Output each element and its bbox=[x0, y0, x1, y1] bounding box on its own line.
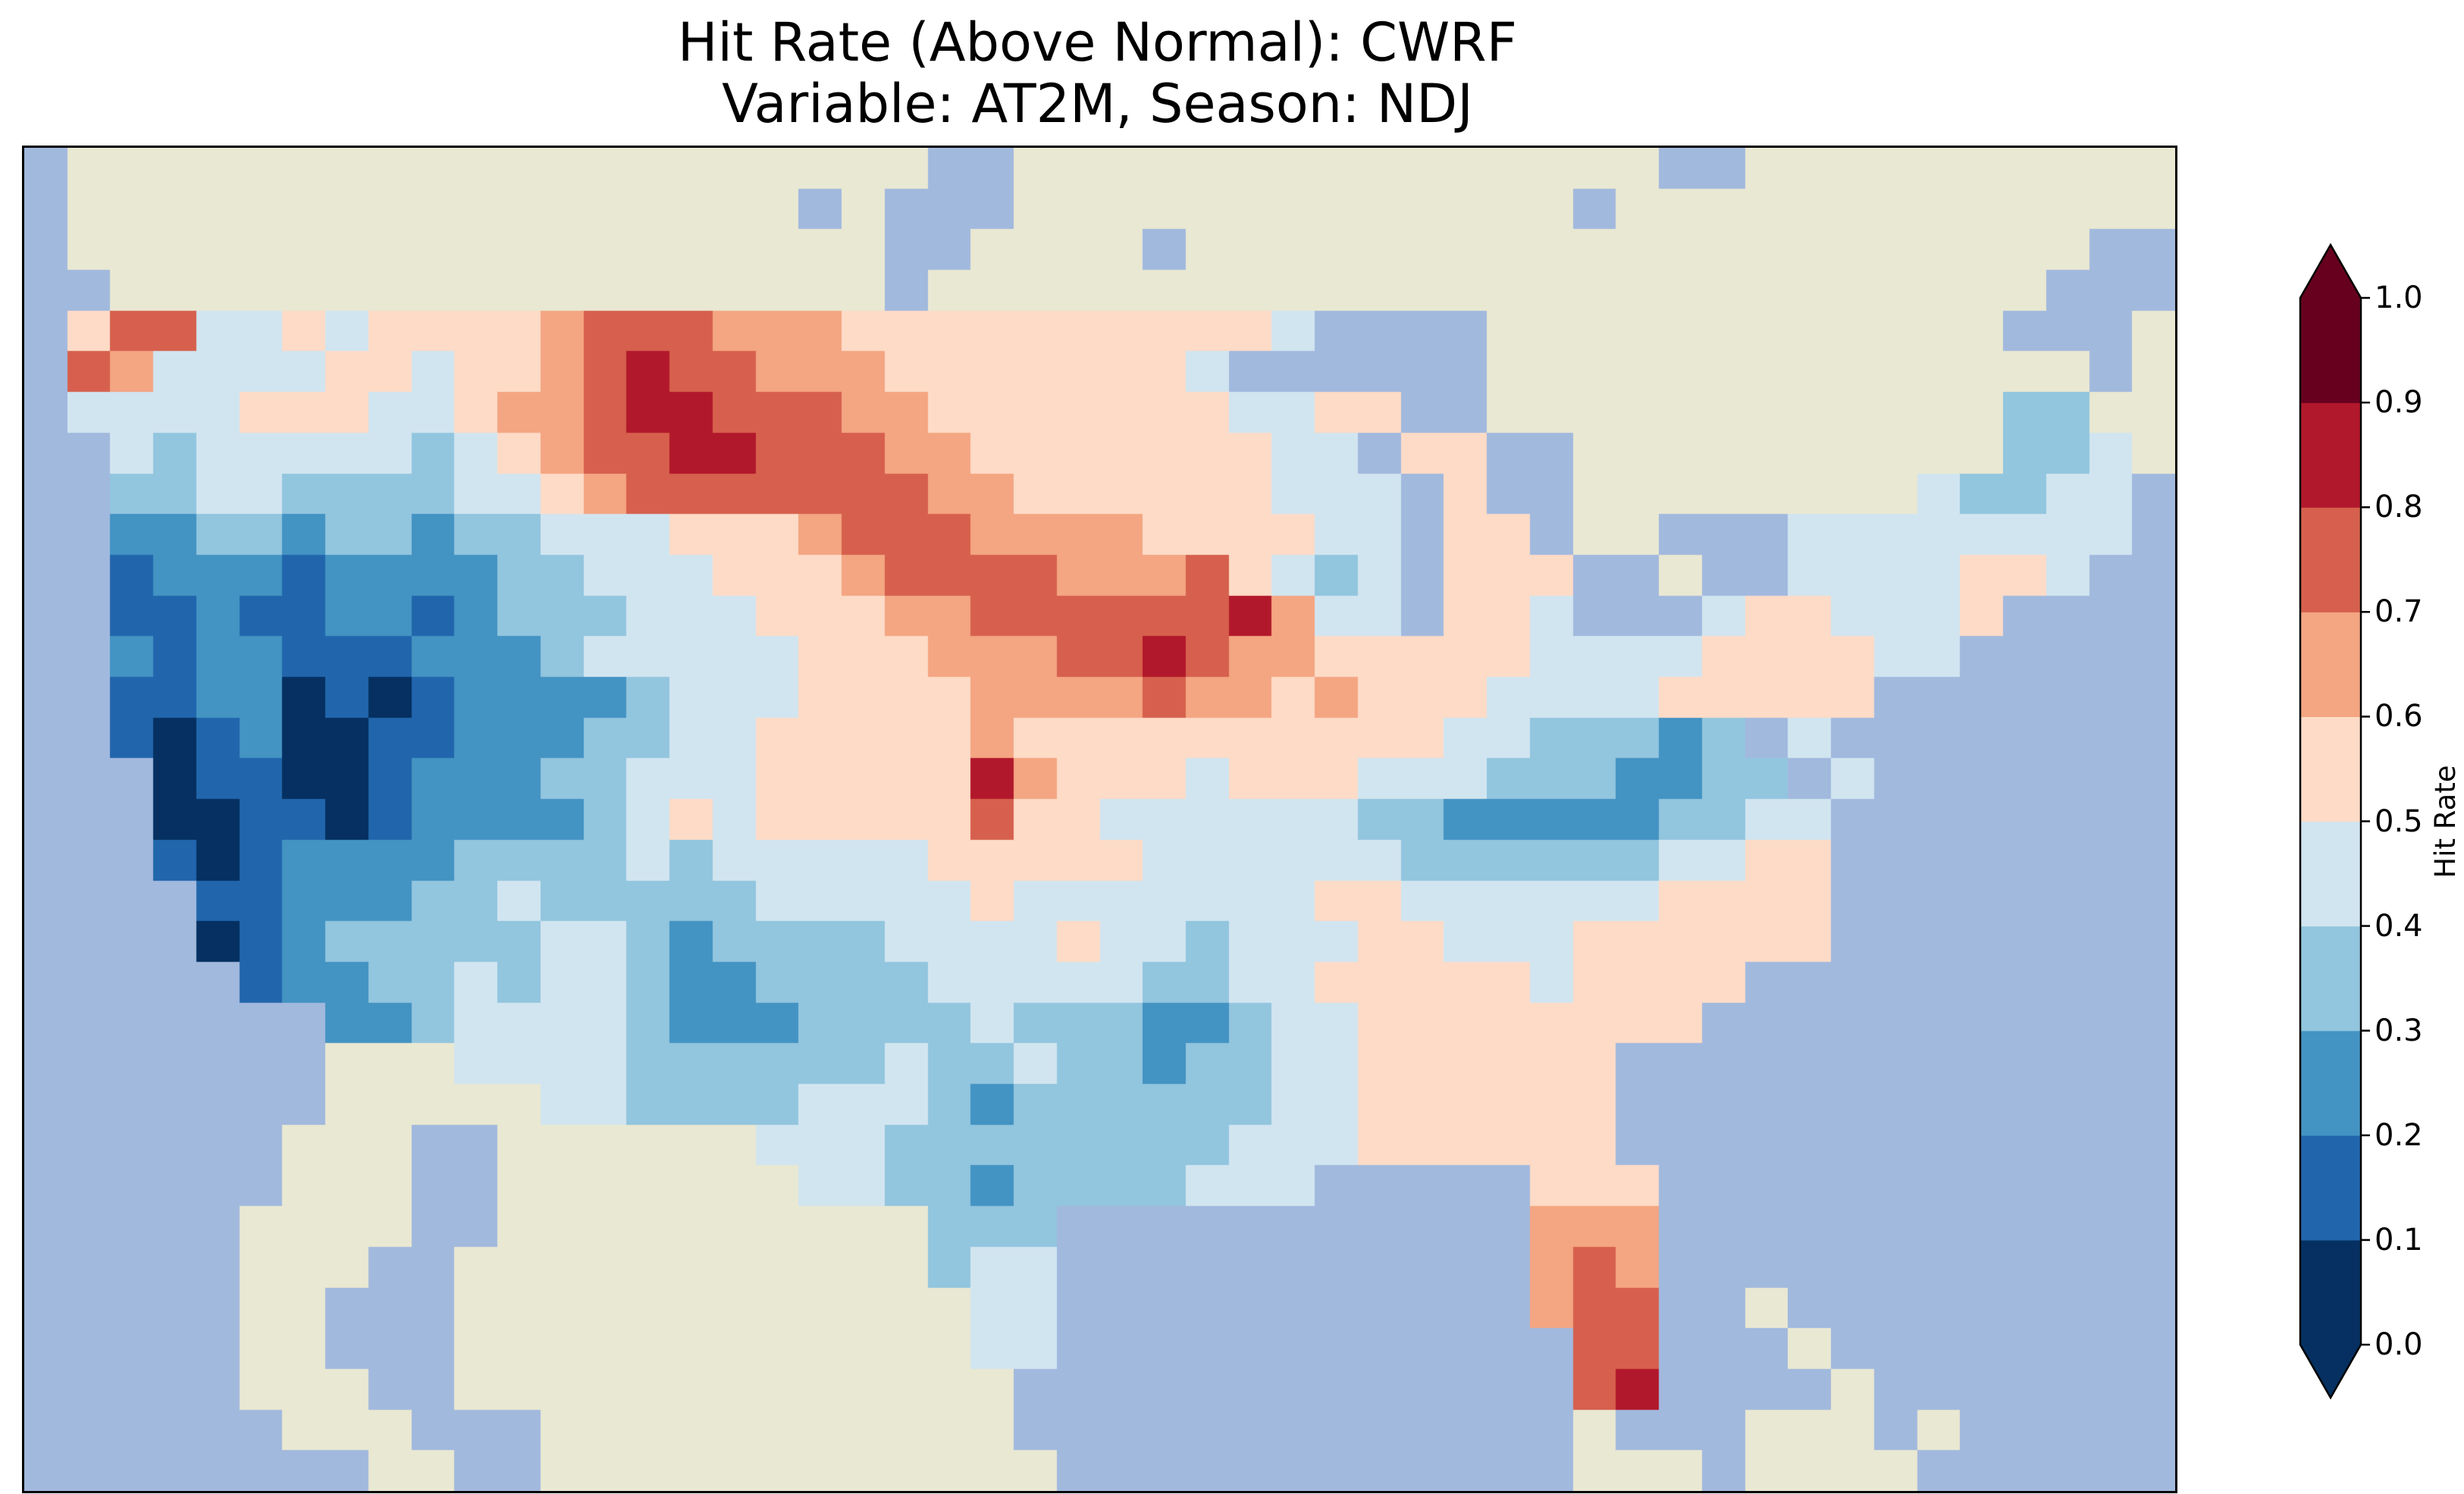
colorbar-tick-label: 1.0 bbox=[2375, 280, 2423, 315]
colorbar-segment bbox=[2300, 926, 2361, 1032]
colorbar-tick-label: 0.1 bbox=[2375, 1222, 2423, 1258]
colorbar-extend-max-triangle bbox=[2300, 245, 2361, 298]
colorbar-tick-label: 0.8 bbox=[2375, 490, 2423, 525]
colorbar-segment bbox=[2300, 507, 2361, 612]
chart-title-line1: Hit Rate (Above Normal): CWRF bbox=[677, 11, 1518, 74]
colorbar-label: Hit Rate bbox=[2429, 765, 2462, 879]
colorbar-tick-labels: 0.0 0.1 0.2 0.3 0.4 0.5 0.6 0.7 0.8 0.9 1.0 bbox=[2365, 0, 2464, 1494]
colorbar-segment bbox=[2300, 1030, 2361, 1136]
colorbar-tick-label: 0.5 bbox=[2375, 803, 2423, 839]
colorbar-segment bbox=[2300, 402, 2361, 508]
colorbar-tick-label: 0.9 bbox=[2375, 385, 2423, 421]
colorbar-segment bbox=[2300, 821, 2361, 927]
map-axes bbox=[22, 146, 2177, 1493]
colorbar-segment bbox=[2300, 1135, 2361, 1241]
colorbar-segment bbox=[2300, 1239, 2361, 1345]
colorbar-tick-label: 0.3 bbox=[2375, 1013, 2423, 1048]
colorbar-tick-label: 0.7 bbox=[2375, 594, 2423, 630]
map-canvas bbox=[24, 148, 2175, 1491]
colorbar-tick-label: 0.2 bbox=[2375, 1117, 2423, 1153]
colorbar-svg bbox=[2299, 243, 2370, 1400]
chart-title-line2: Variable: AT2M, Season: NDJ bbox=[722, 73, 1473, 136]
colorbar-tick-label: 0.6 bbox=[2375, 699, 2423, 734]
colorbar-segment bbox=[2300, 612, 2361, 717]
colorbar-segment bbox=[2300, 298, 2361, 403]
colorbar-segment bbox=[2300, 716, 2361, 822]
colorbar-tick-label: 0.4 bbox=[2375, 908, 2423, 944]
colorbar-tick-label: 0.0 bbox=[2375, 1327, 2423, 1362]
colorbar-extend-min-triangle bbox=[2300, 1345, 2361, 1398]
chart-title: Hit Rate (Above Normal): CWRF Variable: … bbox=[22, 11, 2173, 136]
